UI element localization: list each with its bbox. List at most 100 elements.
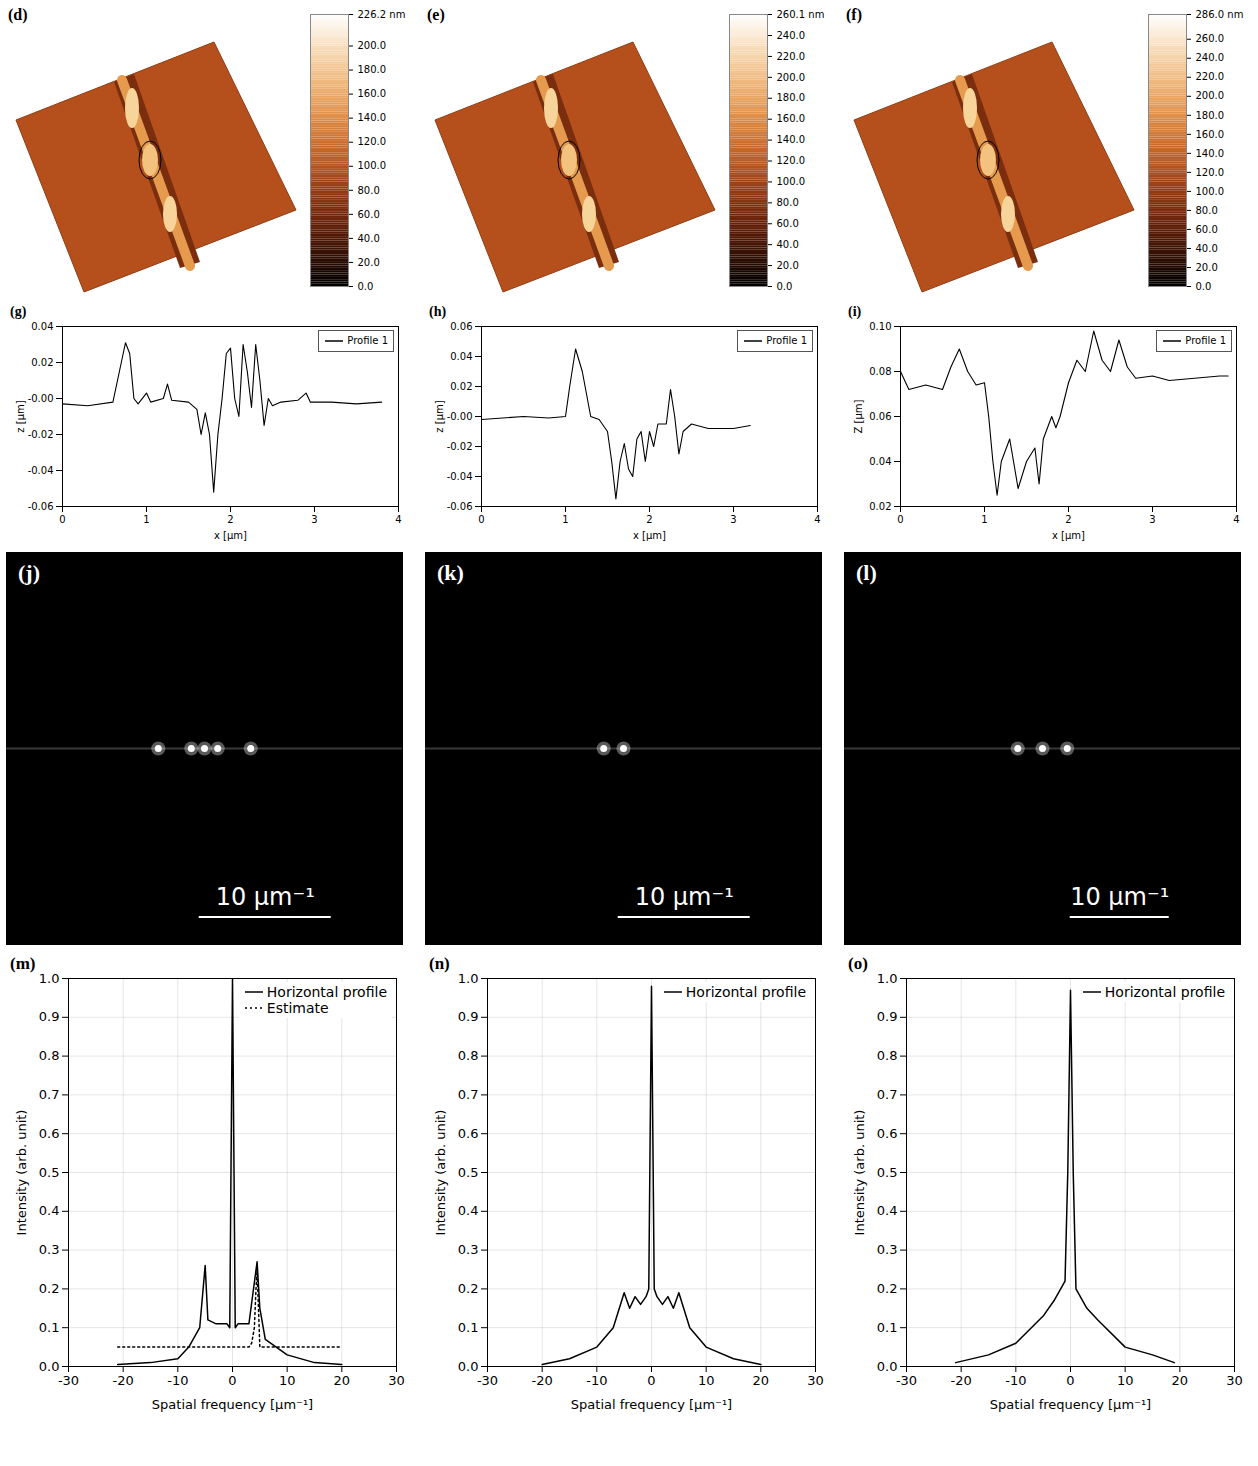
- svg-text:240.0: 240.0: [777, 30, 806, 41]
- svg-text:-0.00: -0.00: [447, 411, 473, 422]
- svg-text:Intensity (arb. unit): Intensity (arb. unit): [852, 1110, 867, 1236]
- svg-text:0.5: 0.5: [458, 1165, 479, 1180]
- svg-text:3: 3: [730, 514, 736, 525]
- svg-text:0.06: 0.06: [869, 411, 891, 422]
- svg-text:0.3: 0.3: [877, 1242, 898, 1257]
- svg-text:0.6: 0.6: [458, 1126, 479, 1141]
- svg-text:140.0: 140.0: [358, 112, 387, 123]
- svg-text:260.0: 260.0: [1196, 33, 1225, 44]
- svg-text:0.8: 0.8: [458, 1048, 479, 1063]
- svg-text:0.5: 0.5: [39, 1165, 60, 1180]
- svg-text:0.02: 0.02: [31, 357, 53, 368]
- svg-text:Spatial frequency [µm⁻¹]: Spatial frequency [µm⁻¹]: [152, 1397, 313, 1412]
- svg-text:-0.04: -0.04: [28, 465, 54, 476]
- svg-text:0.3: 0.3: [39, 1242, 60, 1257]
- svg-text:1: 1: [981, 514, 987, 525]
- svg-text:4: 4: [814, 514, 820, 525]
- svg-text:100.0: 100.0: [358, 160, 387, 171]
- svg-text:0: 0: [647, 1373, 655, 1388]
- svg-text:0.0: 0.0: [358, 281, 374, 292]
- svg-text:-20: -20: [532, 1373, 553, 1388]
- svg-text:20: 20: [334, 1373, 351, 1388]
- svg-text:2: 2: [646, 514, 652, 525]
- svg-text:1.0: 1.0: [39, 971, 60, 986]
- svg-text:0.1: 0.1: [877, 1320, 898, 1335]
- svg-text:x [µm]: x [µm]: [214, 530, 247, 541]
- svg-text:0.8: 0.8: [39, 1048, 60, 1063]
- svg-text:10: 10: [1117, 1373, 1134, 1388]
- svg-text:0.7: 0.7: [458, 1087, 479, 1102]
- svg-text:0.4: 0.4: [877, 1203, 898, 1218]
- svg-text:60.0: 60.0: [358, 209, 380, 220]
- svg-text:-20: -20: [113, 1373, 134, 1388]
- svg-text:10 µm⁻¹: 10 µm⁻¹: [1070, 883, 1169, 911]
- svg-text:20.0: 20.0: [777, 260, 799, 271]
- svg-text:120.0: 120.0: [1196, 167, 1225, 178]
- svg-text:0: 0: [478, 514, 484, 525]
- svg-text:1.0: 1.0: [877, 971, 898, 986]
- svg-text:Spatial frequency [µm⁻¹]: Spatial frequency [µm⁻¹]: [990, 1397, 1151, 1412]
- svg-text:3: 3: [311, 514, 317, 525]
- svg-text:0.10: 0.10: [869, 321, 891, 332]
- svg-text:80.0: 80.0: [777, 197, 799, 208]
- svg-text:0.04: 0.04: [450, 351, 472, 362]
- svg-text:220.0: 220.0: [777, 51, 806, 62]
- svg-text:20: 20: [753, 1373, 770, 1388]
- svg-text:10: 10: [279, 1373, 296, 1388]
- svg-text:0.1: 0.1: [39, 1320, 60, 1335]
- svg-text:0.2: 0.2: [39, 1281, 60, 1296]
- svg-text:-10: -10: [586, 1373, 607, 1388]
- svg-text:10 µm⁻¹: 10 µm⁻¹: [216, 883, 315, 911]
- svg-text:200.0: 200.0: [777, 72, 806, 83]
- svg-text:180.0: 180.0: [1196, 110, 1225, 121]
- svg-text:0.4: 0.4: [458, 1203, 479, 1218]
- svg-text:80.0: 80.0: [358, 185, 380, 196]
- svg-text:z [µm]: z [µm]: [434, 400, 445, 432]
- svg-text:1.0: 1.0: [458, 971, 479, 986]
- svg-text:-0.06: -0.06: [447, 501, 473, 512]
- svg-text:40.0: 40.0: [358, 233, 380, 244]
- svg-text:200.0: 200.0: [1196, 90, 1225, 101]
- svg-text:180.0: 180.0: [358, 64, 387, 75]
- svg-text:0.1: 0.1: [458, 1320, 479, 1335]
- svg-text:220.0: 220.0: [1196, 71, 1225, 82]
- svg-text:-0.02: -0.02: [447, 441, 473, 452]
- svg-text:240.0: 240.0: [1196, 52, 1225, 63]
- svg-text:4: 4: [1233, 514, 1239, 525]
- svg-text:10: 10: [698, 1373, 715, 1388]
- svg-text:0.0: 0.0: [877, 1359, 898, 1374]
- svg-text:286.0 nm: 286.0 nm: [1196, 9, 1244, 20]
- svg-text:0.3: 0.3: [458, 1242, 479, 1257]
- svg-text:0.04: 0.04: [31, 321, 53, 332]
- svg-text:-30: -30: [58, 1373, 79, 1388]
- svg-text:0.02: 0.02: [450, 381, 472, 392]
- svg-text:0.7: 0.7: [39, 1087, 60, 1102]
- svg-text:-10: -10: [1005, 1373, 1026, 1388]
- svg-text:Z [µm]: Z [µm]: [853, 399, 864, 433]
- svg-text:0.2: 0.2: [877, 1281, 898, 1296]
- svg-text:0.2: 0.2: [458, 1281, 479, 1296]
- svg-text:Intensity (arb. unit): Intensity (arb. unit): [14, 1110, 29, 1236]
- svg-text:20: 20: [1172, 1373, 1189, 1388]
- svg-text:100.0: 100.0: [1196, 186, 1225, 197]
- svg-text:z [µm]: z [µm]: [15, 400, 26, 432]
- svg-text:140.0: 140.0: [777, 134, 806, 145]
- svg-text:0.02: 0.02: [869, 501, 891, 512]
- svg-text:30: 30: [807, 1373, 824, 1388]
- svg-text:40.0: 40.0: [777, 239, 799, 250]
- svg-text:0.08: 0.08: [869, 366, 891, 377]
- svg-text:0.9: 0.9: [39, 1009, 60, 1024]
- svg-text:0.0: 0.0: [39, 1359, 60, 1374]
- svg-text:226.2 nm: 226.2 nm: [358, 9, 406, 20]
- svg-text:200.0: 200.0: [358, 40, 387, 51]
- svg-text:30: 30: [1226, 1373, 1243, 1388]
- svg-text:0.9: 0.9: [458, 1009, 479, 1024]
- svg-text:-30: -30: [477, 1373, 498, 1388]
- svg-text:0.0: 0.0: [1196, 281, 1212, 292]
- svg-text:0.8: 0.8: [877, 1048, 898, 1063]
- svg-text:2: 2: [227, 514, 233, 525]
- svg-text:-0.00: -0.00: [28, 393, 54, 404]
- svg-text:0.0: 0.0: [458, 1359, 479, 1374]
- svg-text:Intensity (arb. unit): Intensity (arb. unit): [433, 1110, 448, 1236]
- svg-text:260.1 nm: 260.1 nm: [777, 9, 825, 20]
